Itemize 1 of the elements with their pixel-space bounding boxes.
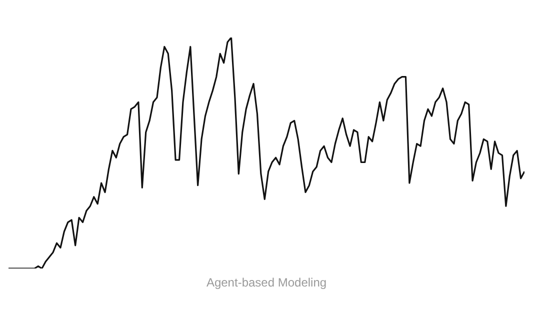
text: Agent-based Modeling: [206, 276, 327, 290]
